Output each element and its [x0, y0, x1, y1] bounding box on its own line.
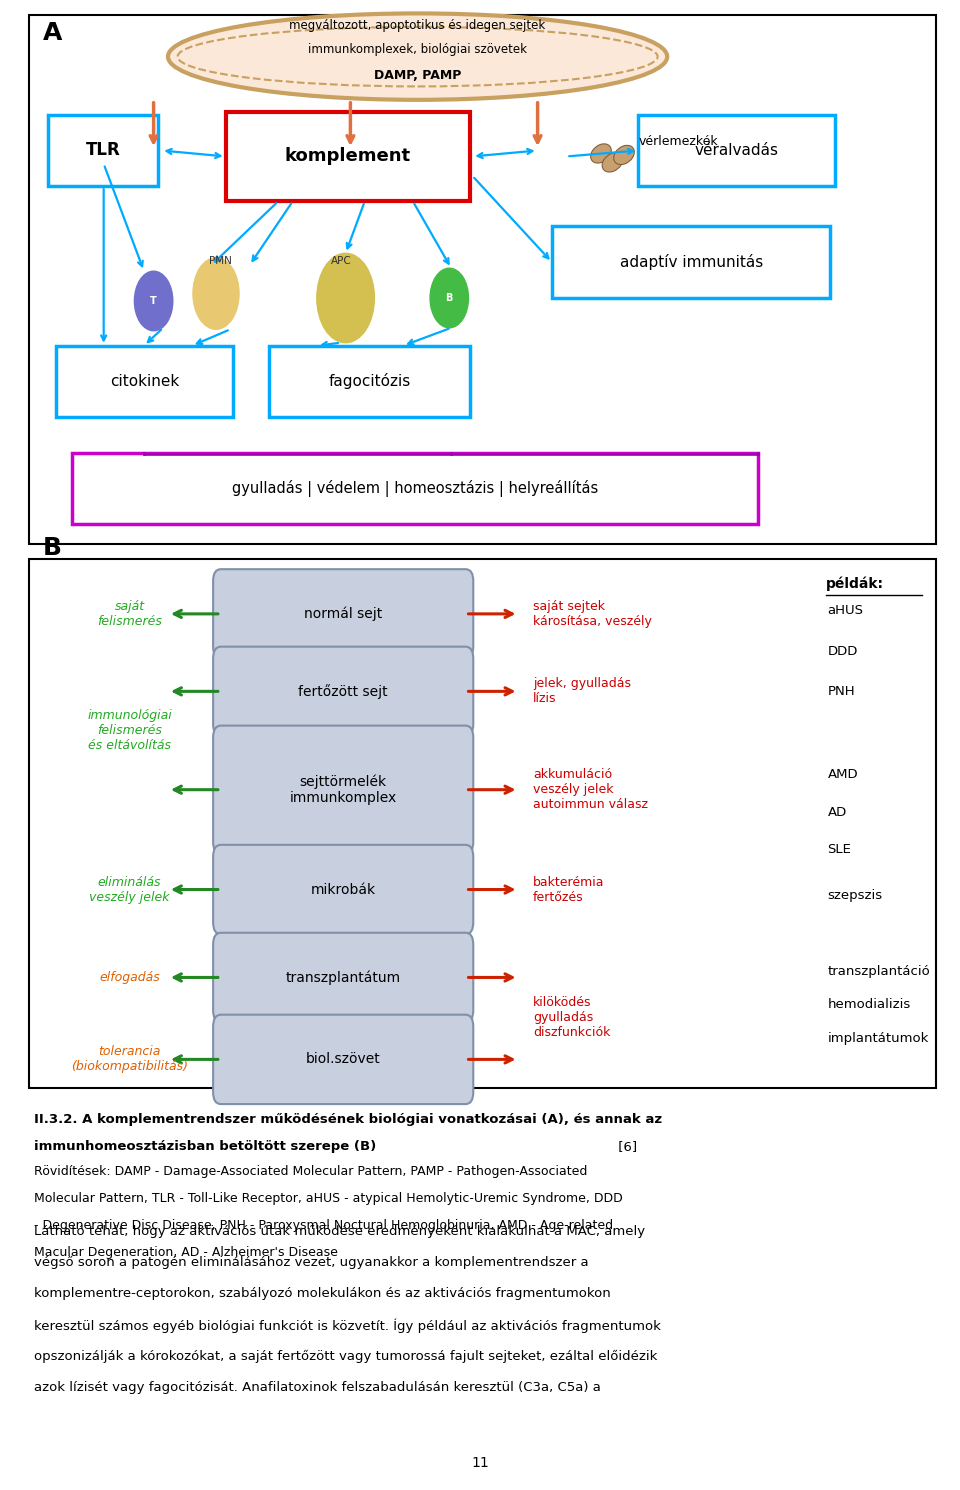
Text: PNH: PNH — [828, 685, 855, 697]
Text: elfogadás: elfogadás — [99, 971, 160, 983]
Text: bakterémia
fertőzés: bakterémia fertőzés — [533, 876, 604, 903]
Text: citokinek: citokinek — [109, 374, 180, 389]
Text: normál sejt: normál sejt — [304, 606, 382, 621]
Text: A: A — [43, 21, 62, 45]
Text: vérlemezkék: vérlemezkék — [638, 136, 718, 148]
Text: immunológiai
felismerés
és eltávolítás: immunológiai felismerés és eltávolítás — [87, 709, 172, 751]
FancyBboxPatch shape — [213, 933, 473, 1022]
Text: biol.szövet: biol.szövet — [306, 1052, 380, 1067]
Text: Látható tehát, hogy az aktivációs útak működése eredményeként kialakulhat a MAC,: Látható tehát, hogy az aktivációs útak m… — [34, 1225, 645, 1238]
Text: Macular Degeneration, AD - Alzheimer's Disease: Macular Degeneration, AD - Alzheimer's D… — [34, 1246, 338, 1259]
Circle shape — [430, 268, 468, 328]
Text: példák:: példák: — [826, 577, 883, 592]
Ellipse shape — [590, 145, 612, 162]
Text: immunkomplexek, biológiai szövetek: immunkomplexek, biológiai szövetek — [308, 43, 527, 55]
FancyBboxPatch shape — [72, 453, 758, 524]
Text: komplement: komplement — [285, 148, 411, 165]
Text: szepszis: szepszis — [828, 890, 882, 901]
Text: végső soron a patogén eliminálásához vezet, ugyanakkor a komplementrendszer a: végső soron a patogén eliminálásához vez… — [34, 1256, 588, 1269]
Text: mikrobák: mikrobák — [311, 882, 375, 897]
Text: AD: AD — [828, 806, 847, 818]
FancyBboxPatch shape — [48, 115, 158, 186]
FancyBboxPatch shape — [213, 1015, 473, 1104]
Text: Molecular Pattern, TLR - Toll-Like Receptor, aHUS - atypical Hemolytic-Uremic Sy: Molecular Pattern, TLR - Toll-Like Recep… — [34, 1192, 622, 1205]
FancyBboxPatch shape — [226, 112, 470, 201]
Text: - Degenerative Disc Disease, PNH - Paroxysmal Noctural Hemoglobinuria, AMD - Age: - Degenerative Disc Disease, PNH - Parox… — [34, 1219, 612, 1232]
Text: SLE: SLE — [828, 843, 852, 855]
Text: kilöködés
gyulladás
diszfunkciók: kilöködés gyulladás diszfunkciók — [533, 997, 611, 1039]
Text: immunhomeosztázisban betöltött szerepe (B): immunhomeosztázisban betöltött szerepe (… — [34, 1140, 376, 1153]
Text: II.3.2. A komplementrendszer működésének biológiai vonatkozásai (A), és annak az: II.3.2. A komplementrendszer működésének… — [34, 1113, 661, 1126]
Text: AMD: AMD — [828, 769, 858, 781]
FancyBboxPatch shape — [213, 569, 473, 659]
Circle shape — [134, 271, 173, 331]
Text: tolerancia
(biokompatibilitás): tolerancia (biokompatibilitás) — [71, 1046, 188, 1073]
Text: transzplantáció: transzplantáció — [828, 966, 930, 977]
FancyBboxPatch shape — [213, 647, 473, 736]
Text: DDD: DDD — [828, 645, 858, 657]
Text: transzplantátum: transzplantátum — [286, 970, 400, 985]
Text: PMN: PMN — [209, 256, 232, 265]
Text: keresztül számos egyéb biológiai funkciót is közvetít. Így például az aktivációs: keresztül számos egyéb biológiai funkció… — [34, 1319, 660, 1334]
FancyBboxPatch shape — [269, 346, 470, 417]
FancyBboxPatch shape — [213, 726, 473, 854]
Text: megváltozott, apoptotikus és idegen sejtek: megváltozott, apoptotikus és idegen sejt… — [290, 19, 545, 31]
Text: adaptív immunitás: adaptív immunitás — [619, 255, 763, 270]
Text: [6]: [6] — [614, 1140, 637, 1153]
Text: hemodializis: hemodializis — [828, 998, 911, 1010]
Text: saját sejtek
károsítása, veszély: saját sejtek károsítása, veszély — [533, 600, 652, 627]
Text: TLR: TLR — [85, 142, 121, 159]
Text: opszonizálják a kórokozókat, a saját fertőzött vagy tumorossá fajult sejteket, e: opszonizálják a kórokozókat, a saját fer… — [34, 1350, 657, 1363]
Text: véralvadás: véralvadás — [695, 143, 779, 158]
Text: gyulladás | védelem | homeosztázis | helyreállítás: gyulladás | védelem | homeosztázis | hel… — [232, 480, 598, 498]
Text: fertőzött sejt: fertőzött sejt — [299, 684, 388, 699]
Text: B: B — [445, 294, 453, 302]
Text: komplementre-ceptorokon, szabályozó molekulákon és az aktivációs fragmentumokon: komplementre-ceptorokon, szabályozó mole… — [34, 1287, 611, 1301]
Ellipse shape — [613, 146, 635, 164]
Text: DAMP, PAMP: DAMP, PAMP — [373, 70, 462, 82]
Text: APC: APC — [331, 256, 352, 265]
FancyBboxPatch shape — [552, 226, 830, 298]
Circle shape — [317, 253, 374, 343]
Text: eliminálás
veszély jelek: eliminálás veszély jelek — [89, 876, 170, 903]
FancyBboxPatch shape — [56, 346, 233, 417]
FancyBboxPatch shape — [213, 845, 473, 934]
Text: saját
felismerés: saját felismerés — [97, 600, 162, 627]
Text: fagocitózis: fagocitózis — [328, 374, 411, 389]
Text: B: B — [43, 536, 62, 560]
Circle shape — [193, 258, 239, 329]
FancyBboxPatch shape — [29, 15, 936, 544]
Ellipse shape — [602, 153, 623, 171]
Text: jelek, gyulladás
lízis: jelek, gyulladás lízis — [533, 678, 631, 705]
Text: 11: 11 — [471, 1456, 489, 1471]
Ellipse shape — [168, 13, 667, 100]
Text: implantátumok: implantátumok — [828, 1033, 929, 1044]
Text: aHUS: aHUS — [828, 605, 864, 617]
Text: T: T — [150, 297, 157, 305]
FancyBboxPatch shape — [29, 559, 936, 1088]
Text: akkumuláció
veszély jelek
autoimmun válasz: akkumuláció veszély jelek autoimmun vála… — [533, 769, 648, 811]
Text: Rövidítések: DAMP - Damage-Associated Molecular Pattern, PAMP - Pathogen-Associa: Rövidítések: DAMP - Damage-Associated Mo… — [34, 1165, 587, 1179]
FancyBboxPatch shape — [638, 115, 835, 186]
Text: sejttörmelék
immunkomplex: sejttörmelék immunkomplex — [290, 775, 396, 805]
Text: azok lízisét vagy fagocitózisát. Anafilatoxinok felszabadulásán keresztül (C3a, : azok lízisét vagy fagocitózisát. Anafila… — [34, 1381, 600, 1395]
